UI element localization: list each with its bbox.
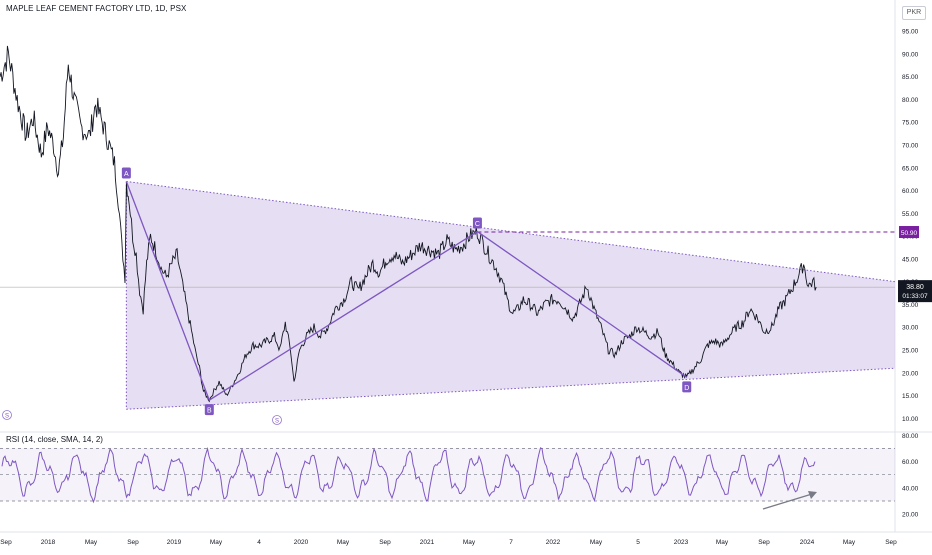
divergence-arrow-head [808,491,817,499]
abcd-pattern-line [125,181,688,402]
price-tick-label: 75.00 [902,120,919,127]
rsi-line [1,446,816,504]
triangle-lower-line [126,367,896,410]
price-tick-label: 55.00 [902,211,919,218]
time-tick-label: 2023 [674,539,689,546]
time-tick-label: 7 [509,539,513,546]
rsi-tick-label: 20.00 [902,512,919,519]
chart-title: MAPLE LEAF CEMENT FACTORY LTD, 1D, PSX [6,4,187,13]
dividend-marker-label-2: S [275,419,279,425]
time-tick-label: May [716,539,729,546]
time-tick-label: 2022 [546,539,561,546]
dividend-marker-2 [272,415,282,425]
price-tick-label: 70.00 [902,143,919,150]
time-tick-label: 2020 [294,539,309,546]
rsi-title: RSI (14, close, SMA, 14, 2) [6,435,103,444]
resistance-price-badge [899,226,919,239]
time-tick-label: May [843,539,856,546]
price-tick-label: 85.00 [902,74,919,81]
pattern-point-c-label: C [475,221,480,228]
price-tick-label: 35.00 [902,302,919,309]
price-tick-label: 90.00 [902,51,919,58]
pattern-point-c-marker [472,217,482,229]
dividend-marker-1 [2,410,12,420]
price-tick-label: 15.00 [902,393,919,400]
last-price-badge [898,280,932,303]
price-series [0,45,817,403]
pattern-point-b-marker [204,404,214,416]
time-tick-label: May [590,539,603,546]
time-tick-label: Sep [885,539,897,546]
time-tick-label: 2024 [800,539,815,546]
price-tick-label: 60.00 [902,188,919,195]
time-tick-label: Sep [127,539,139,546]
pattern-point-a-marker [121,167,131,179]
time-tick-label: May [463,539,476,546]
price-tick-label: 25.00 [902,348,919,355]
price-tick-label: 80.00 [902,97,919,104]
time-tick-label: May [210,539,223,546]
triangle-fill [126,181,895,410]
pattern-point-d-label: D [684,385,689,392]
resistance-price-text: 50.90 [901,230,918,237]
divergence-arrow-line [762,493,813,510]
price-tick-label: 45.00 [902,256,919,263]
price-tick-label: 65.00 [902,165,919,172]
time-tick-label: 4 [257,539,261,546]
time-tick-label: May [337,539,350,546]
pattern-point-b-label: B [207,408,212,415]
time-tick-label: Sep [758,539,770,546]
countdown-text: 01:33:07 [902,293,928,300]
dividend-marker-label-1: S [5,414,9,420]
time-tick-label: 5 [636,539,640,546]
pattern-point-d-marker [682,381,692,393]
currency-label[interactable]: PKR [902,6,926,20]
time-tick-label: 2021 [420,539,435,546]
rsi-tick-label: 60.00 [902,459,919,466]
time-tick-label: May [85,539,98,546]
price-tick-label: 30.00 [902,325,919,332]
rsi-tick-label: 80.00 [902,433,919,440]
price-tick-label: 95.00 [902,29,919,36]
time-tick-label: 2019 [167,539,182,546]
time-tick-label: Sep [379,539,391,546]
time-tick-label: Sep [0,539,12,546]
time-tick-label: 2018 [41,539,56,546]
rsi-tick-label: 40.00 [902,485,919,492]
pattern-point-a-label: A [124,171,129,178]
price-tick-label: 10.00 [902,416,919,423]
last-price-text: 38.80 [906,284,924,291]
price-tick-label: 20.00 [902,370,919,377]
